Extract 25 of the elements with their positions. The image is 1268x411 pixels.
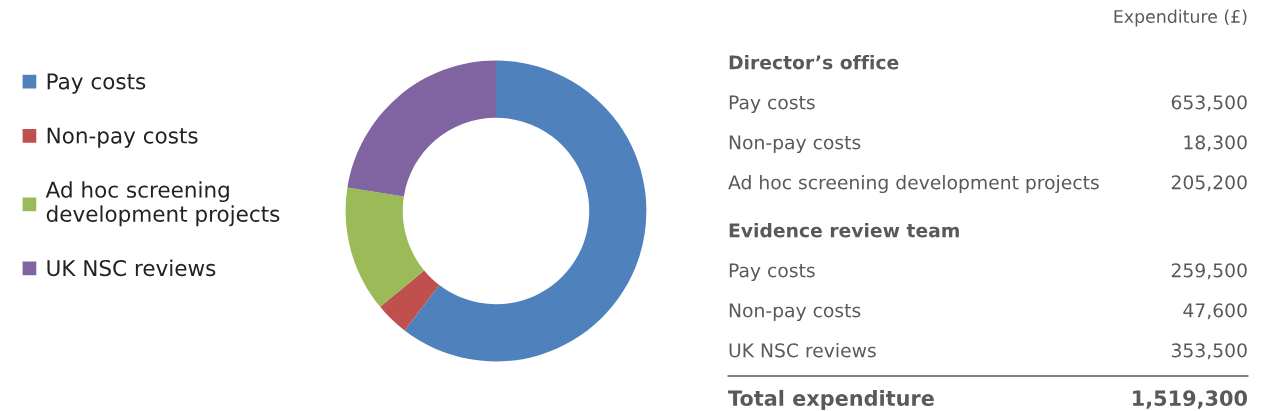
data-label: 1,519,300 — [1133, 390, 1248, 409]
category-label: Non-pay costs — [729, 303, 861, 322]
data-label: 653,500 — [1171, 95, 1247, 112]
donut-slice — [380, 270, 440, 331]
legend-label: Non-pay costs — [47, 127, 198, 148]
data-label: 353,500 — [1171, 343, 1247, 360]
category-label: Evidence review team — [729, 222, 959, 238]
category-label: Pay costs — [729, 263, 815, 282]
category-label: Pay costs — [729, 95, 815, 114]
category-label: Total expenditure — [728, 389, 934, 411]
legend-label: UK NSC reviews — [47, 259, 216, 277]
legend-label: Ad hoc screening development projects — [45, 181, 280, 227]
category-label: Director’s office — [729, 54, 899, 70]
data-label: 205,200 — [1171, 175, 1247, 192]
legend-label: Pay costs — [47, 73, 146, 94]
donut-slice — [404, 60, 647, 362]
category-label: UK NSC reviews — [729, 342, 876, 358]
data-label: 47,600 — [1183, 303, 1247, 320]
category-label: Non-pay costs — [729, 135, 861, 154]
data-label: 18,300 — [1184, 135, 1247, 152]
category-label: Ad hoc screening development projects — [728, 174, 1099, 194]
data-label: 259,500 — [1171, 263, 1247, 280]
text: Expenditure (£) — [1114, 9, 1247, 27]
donut-slice — [345, 187, 425, 307]
donut-slice — [347, 60, 496, 197]
